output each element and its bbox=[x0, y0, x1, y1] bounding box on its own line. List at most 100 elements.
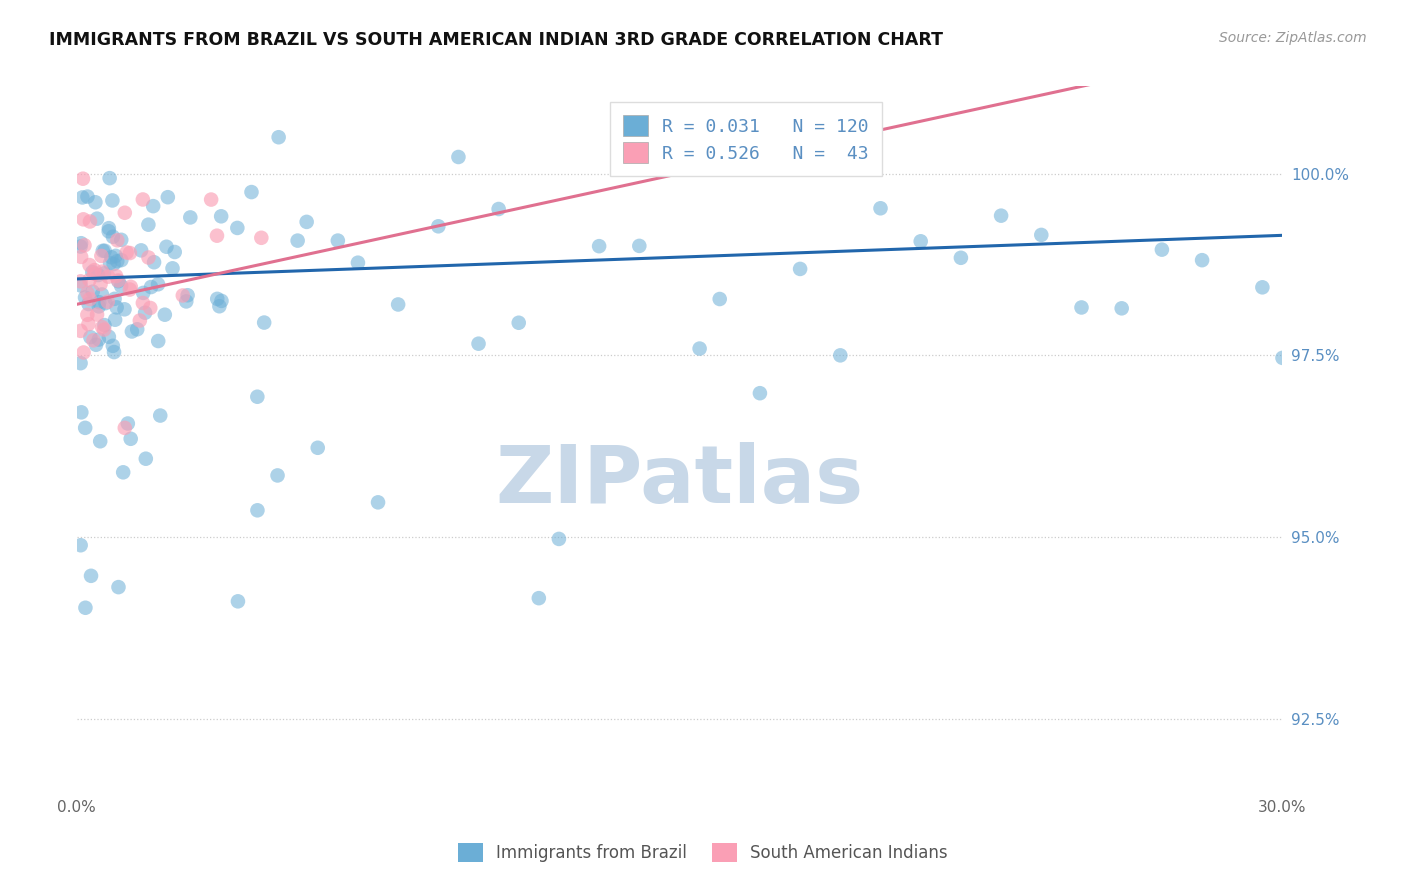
Point bbox=[226, 221, 249, 235]
Point bbox=[118, 246, 141, 260]
Point bbox=[115, 245, 138, 260]
Point bbox=[103, 292, 125, 306]
Point bbox=[104, 312, 127, 326]
Point bbox=[548, 532, 571, 546]
Point bbox=[100, 250, 122, 264]
Point bbox=[467, 336, 489, 351]
Point bbox=[82, 265, 104, 279]
Point bbox=[79, 214, 101, 228]
Point bbox=[153, 308, 176, 322]
Point bbox=[97, 224, 120, 238]
Point bbox=[91, 320, 114, 334]
Point bbox=[142, 199, 165, 213]
Point bbox=[89, 434, 111, 449]
Point bbox=[72, 171, 94, 186]
Point bbox=[156, 190, 179, 204]
Point bbox=[527, 591, 550, 606]
Point bbox=[87, 333, 110, 347]
Point bbox=[72, 212, 94, 227]
Point bbox=[84, 195, 107, 210]
Point bbox=[98, 256, 121, 270]
Point bbox=[789, 261, 811, 276]
Point bbox=[295, 215, 318, 229]
Point bbox=[709, 292, 731, 306]
Point bbox=[118, 283, 141, 297]
Point bbox=[87, 300, 110, 314]
Point bbox=[79, 273, 101, 287]
Point bbox=[79, 258, 101, 272]
Point bbox=[910, 235, 932, 249]
Point bbox=[132, 193, 155, 207]
Point bbox=[117, 417, 139, 431]
Point bbox=[1150, 243, 1173, 257]
Point bbox=[253, 316, 276, 330]
Point bbox=[73, 291, 96, 305]
Point bbox=[86, 308, 108, 322]
Point bbox=[76, 308, 98, 322]
Point bbox=[90, 277, 112, 291]
Point bbox=[112, 466, 135, 480]
Point bbox=[110, 233, 132, 247]
Point bbox=[97, 294, 120, 309]
Point bbox=[367, 495, 389, 509]
Point bbox=[287, 234, 309, 248]
Point bbox=[101, 339, 124, 353]
Legend: R = 0.031   N = 120, R = 0.526   N =  43: R = 0.031 N = 120, R = 0.526 N = 43 bbox=[610, 103, 882, 176]
Point bbox=[70, 250, 93, 264]
Point bbox=[69, 538, 91, 552]
Point bbox=[488, 202, 510, 216]
Point bbox=[107, 273, 129, 287]
Point bbox=[226, 594, 249, 608]
Point bbox=[83, 267, 105, 281]
Point bbox=[1070, 301, 1092, 315]
Point bbox=[129, 244, 152, 258]
Point bbox=[87, 268, 110, 282]
Point bbox=[447, 150, 470, 164]
Point bbox=[110, 253, 132, 268]
Point bbox=[176, 288, 198, 302]
Point bbox=[1251, 280, 1274, 294]
Point bbox=[267, 130, 290, 145]
Point bbox=[93, 244, 115, 258]
Point bbox=[208, 299, 231, 313]
Point bbox=[114, 206, 136, 220]
Point bbox=[347, 256, 370, 270]
Point bbox=[97, 221, 120, 235]
Point bbox=[1111, 301, 1133, 316]
Point bbox=[69, 239, 91, 253]
Point bbox=[89, 295, 111, 310]
Point bbox=[97, 330, 120, 344]
Point bbox=[207, 292, 229, 306]
Point bbox=[107, 580, 129, 594]
Point bbox=[105, 268, 128, 283]
Point bbox=[138, 218, 160, 232]
Point bbox=[148, 334, 170, 348]
Point bbox=[240, 185, 263, 199]
Point bbox=[830, 348, 852, 362]
Point bbox=[73, 238, 96, 252]
Point bbox=[70, 405, 93, 419]
Point bbox=[114, 302, 136, 317]
Point bbox=[69, 274, 91, 288]
Point bbox=[76, 189, 98, 203]
Point bbox=[132, 285, 155, 300]
Point bbox=[211, 293, 233, 308]
Point bbox=[748, 386, 770, 401]
Point bbox=[103, 345, 125, 359]
Point bbox=[83, 263, 105, 277]
Point bbox=[114, 421, 136, 435]
Point bbox=[75, 600, 97, 615]
Point bbox=[101, 229, 124, 244]
Text: Source: ZipAtlas.com: Source: ZipAtlas.com bbox=[1219, 31, 1367, 45]
Point bbox=[77, 297, 100, 311]
Point bbox=[246, 503, 269, 517]
Point bbox=[69, 324, 91, 338]
Point bbox=[246, 390, 269, 404]
Point bbox=[91, 265, 114, 279]
Point bbox=[120, 432, 142, 446]
Point bbox=[80, 569, 103, 583]
Point bbox=[508, 316, 530, 330]
Point bbox=[93, 318, 115, 332]
Point bbox=[82, 334, 104, 348]
Point bbox=[143, 255, 166, 269]
